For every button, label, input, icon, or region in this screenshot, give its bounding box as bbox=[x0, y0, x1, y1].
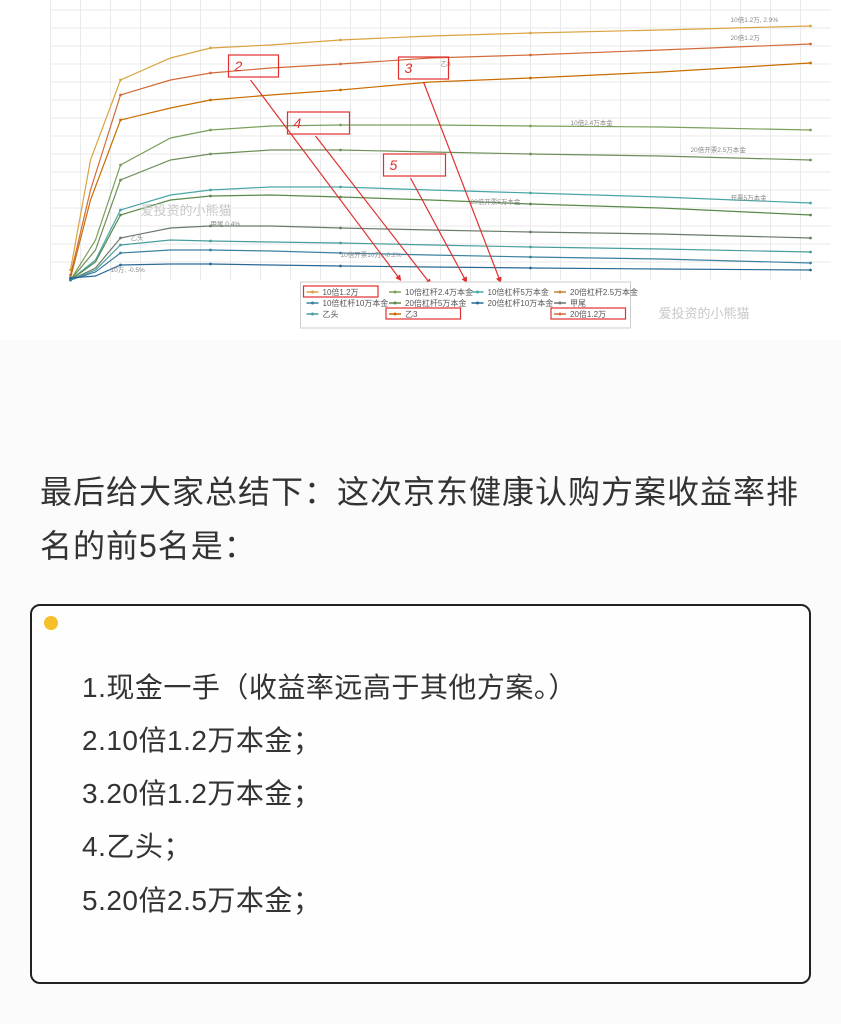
series-label-1: 20倍1.2万 bbox=[731, 33, 761, 42]
legend-item-2: 10倍杠杆5万本金 bbox=[488, 287, 549, 297]
ranking-item-4: 4.乙头； bbox=[82, 820, 759, 873]
series-label-0: 10倍1.2万, 2.9% bbox=[731, 15, 779, 24]
annotation-num-5: 5 bbox=[390, 157, 398, 173]
series-label-9: 10倍开票10万, -0.2% bbox=[341, 250, 402, 259]
series-label-5: 开票5万本金 bbox=[731, 193, 768, 202]
annotation-num-4: 4 bbox=[294, 115, 302, 131]
legend-item-0: 10倍1.2万 bbox=[323, 287, 359, 297]
series-label-3: 10倍2.4万本金 bbox=[571, 118, 614, 127]
series-label-6: 20倍开票5万本金 bbox=[471, 197, 521, 206]
ranking-item-1: 1.现金一手（收益率远高于其他方案。） bbox=[82, 661, 759, 714]
watermark-left: 爱投资的小熊猫 bbox=[141, 203, 232, 218]
annotation-num-2: 2 bbox=[234, 58, 243, 74]
series-label-10: 10万, -0.5% bbox=[111, 266, 146, 274]
ranking-item-2: 2.10倍1.2万本金； bbox=[82, 714, 759, 767]
legend-item-5: 20倍杠杆5万本金 bbox=[405, 298, 466, 308]
ranking-card: 1.现金一手（收益率远高于其他方案。）2.10倍1.2万本金；3.20倍1.2万… bbox=[30, 604, 811, 984]
legend-item-6: 20倍杠杆10万本金 bbox=[488, 298, 554, 308]
legend-item-3: 20倍杠杆2.5万本金 bbox=[570, 287, 638, 297]
series-label-4: 20倍开票2.5万本金 bbox=[691, 145, 747, 154]
ranking-item-3: 3.20倍1.2万本金； bbox=[82, 767, 759, 820]
legend-item-8: 乙头 bbox=[323, 309, 339, 319]
legend-item-1: 10倍杠杆2.4万本金 bbox=[405, 287, 473, 297]
ranking-item-5: 5.20倍2.5万本金； bbox=[82, 874, 759, 927]
series-label-2: 乙3 bbox=[441, 60, 452, 68]
card-corner-dot bbox=[44, 616, 58, 630]
series-label-7: 甲尾 0.4% bbox=[211, 220, 241, 228]
chart-container: 10倍1.2万, 2.9%20倍1.2万乙310倍2.4万本金20倍开票2.5万… bbox=[0, 0, 841, 385]
line-chart: 10倍1.2万, 2.9%20倍1.2万乙310倍2.4万本金20倍开票2.5万… bbox=[0, 0, 841, 340]
series-label-8: 乙头 bbox=[131, 233, 145, 242]
legend-item-7: 甲尾 bbox=[570, 299, 586, 308]
legend-item-9: 乙3 bbox=[405, 310, 418, 319]
legend-item-11: 20倍1.2万 bbox=[570, 309, 606, 319]
annotation-num-3: 3 bbox=[405, 60, 413, 76]
legend-item-4: 10倍杠杆10万本金 bbox=[323, 298, 389, 308]
summary-paragraph: 最后给大家总结下：这次京东健康认购方案收益率排名的前5名是： bbox=[0, 385, 841, 604]
watermark-right: 爱投资的小熊猫 bbox=[659, 306, 750, 321]
